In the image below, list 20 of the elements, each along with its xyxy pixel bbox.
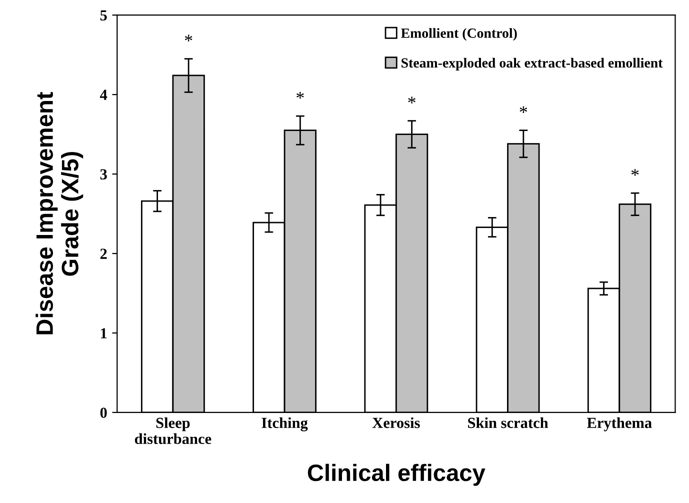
- y-tick-label: 3: [100, 169, 107, 180]
- y-tick-label: 5: [100, 10, 107, 21]
- x-tick-label: Itching: [262, 417, 308, 432]
- x-tick-label: Erythema: [587, 417, 652, 432]
- legend-label: Emollient (Control): [401, 28, 517, 41]
- y-tick-label: 0: [100, 408, 107, 418]
- x-axis-title: Clinical efficacy: [308, 464, 486, 486]
- annotation: *: [631, 169, 639, 176]
- y-tick-label: 1: [100, 328, 107, 338]
- x-tick-label: Sleep disturbance: [134, 417, 212, 444]
- y-tick-label: 2: [100, 248, 107, 259]
- y-axis-title: Disease Improvement Grade (X/5): [36, 92, 84, 334]
- annotation: *: [520, 106, 528, 113]
- annotation: *: [408, 96, 416, 104]
- legend-label: Steam-exploded oak extract-based emollient: [402, 58, 663, 70]
- annotation: *: [296, 92, 304, 99]
- annotation: *: [184, 34, 192, 42]
- x-tick-label: Skin scratch: [468, 417, 548, 428]
- x-tick-label: Xerosis: [372, 417, 420, 428]
- y-tick-label: 4: [100, 90, 108, 100]
